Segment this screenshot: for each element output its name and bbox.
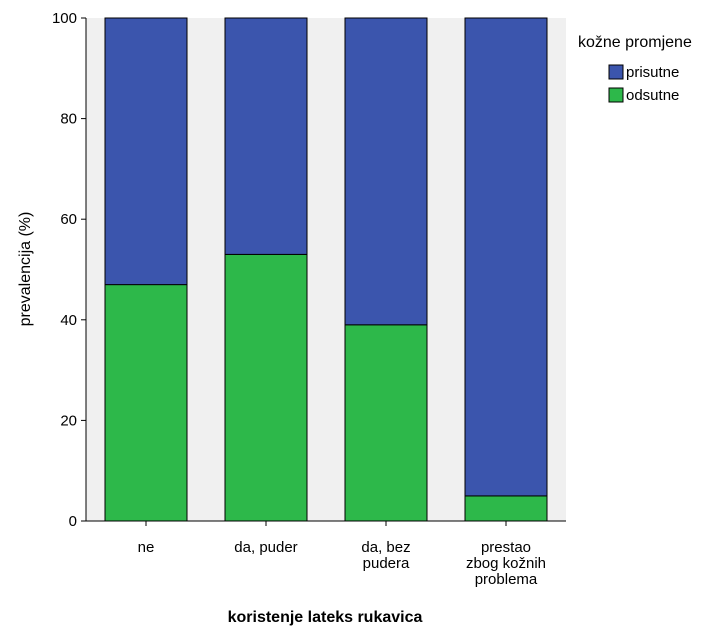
legend-title: kožne promjene — [578, 34, 692, 51]
y-tick-label: 60 — [60, 211, 77, 228]
bar-prisutne-0 — [104, 17, 188, 286]
x-axis-label: koristenje lateks rukavica — [228, 609, 423, 626]
legend-label-prisutne: prisutne — [626, 64, 679, 81]
x-tick-label: prestao zbog kožnih problema — [466, 539, 546, 588]
bar-prisutne-2 — [344, 17, 428, 326]
y-tick-label: 80 — [60, 111, 77, 128]
y-ticks: 0 20 40 60 80 100 — [52, 10, 86, 530]
x-tick-label: da, puder — [234, 539, 297, 556]
y-axis-label: prevalencija (%) — [17, 212, 34, 327]
bar-odsutne-3 — [464, 495, 548, 522]
x-tick-label: da, bez pudera — [361, 539, 410, 572]
y-tick-label: 20 — [60, 412, 77, 429]
legend-swatch-prisutne — [608, 64, 624, 80]
bar-prisutne-3 — [464, 17, 548, 497]
legend-label-odsutne: odsutne — [626, 87, 679, 104]
x-ticks: ne da, puder da, bez pudera prestao zbog kožn… — [138, 521, 546, 588]
y-tick-label: 40 — [60, 312, 77, 329]
x-tick-label: ne — [138, 539, 155, 556]
bars — [104, 17, 548, 522]
bar-odsutne-0 — [104, 284, 188, 522]
y-tick-label: 0 — [69, 513, 77, 530]
y-tick-label: 100 — [52, 10, 77, 27]
bar-prisutne-1 — [224, 17, 308, 255]
legend-swatch-odsutne — [608, 87, 624, 103]
legend: kožne promjene prisutne odsutne — [578, 34, 692, 104]
bar-odsutne-2 — [344, 324, 428, 522]
bar-odsutne-1 — [224, 253, 308, 522]
